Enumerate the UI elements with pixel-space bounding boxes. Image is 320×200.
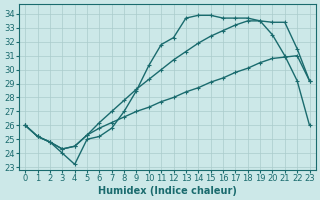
X-axis label: Humidex (Indice chaleur): Humidex (Indice chaleur)	[98, 186, 237, 196]
